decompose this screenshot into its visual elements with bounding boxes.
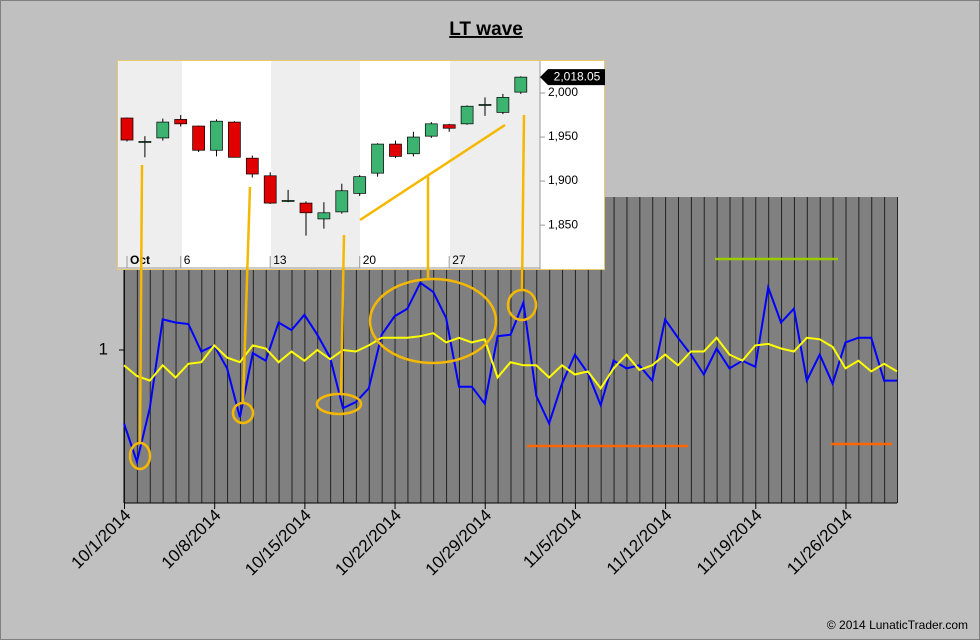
annotation-ellipse: [128, 441, 152, 471]
credit: © 2014 LunaticTrader.com: [827, 618, 968, 632]
candle-body: [156, 121, 170, 139]
series-line: [123, 281, 897, 466]
candle-body: [138, 141, 152, 143]
price-tick-label: 1,950: [548, 129, 578, 143]
week-shade: [450, 61, 540, 269]
price-tick-label: 1,900: [548, 173, 578, 187]
annotation-ellipse: [368, 277, 498, 365]
trend-line: [359, 123, 506, 222]
candle-body: [442, 124, 456, 129]
annotation-line: [241, 186, 252, 404]
annotation-ellipse: [506, 288, 538, 322]
chart-title: LT wave: [449, 19, 523, 40]
candle-body: [228, 121, 241, 158]
time-tick-label: 27: [452, 253, 466, 267]
price-tick-label: 1,850: [548, 217, 578, 231]
candle-body: [299, 202, 313, 214]
candle-body: [353, 176, 367, 194]
inset-chart: 1,850 1,900 1,950 2,000 Oct 6 13 20 27 2,018.05: [117, 60, 605, 270]
candle-body: [245, 157, 259, 175]
last-price-tag: [540, 69, 605, 86]
annotation-line: [138, 164, 144, 445]
candle-body: [317, 212, 331, 220]
time-tick-label: 13: [273, 253, 287, 267]
price-tick-label: 2,000: [548, 85, 578, 99]
series-line: [123, 332, 898, 391]
candle-body: [424, 123, 438, 137]
week-shade: [118, 61, 182, 269]
week-shade: [271, 61, 360, 269]
time-tick-label: Oct: [130, 253, 150, 267]
candle-body: [371, 143, 384, 174]
annotation-ellipse: [315, 392, 363, 416]
candle-body: [263, 175, 277, 204]
candle-body: [192, 125, 205, 151]
candle-body: [210, 120, 223, 151]
candle-body: [335, 190, 349, 213]
annotation-line: [339, 234, 346, 395]
candle-body: [478, 104, 492, 106]
candle-body: [174, 119, 188, 125]
y-tick-label: 1: [99, 339, 108, 358]
annotation-ellipse: [231, 401, 255, 425]
time-tick-label: 6: [184, 253, 191, 267]
annotations: [128, 114, 892, 471]
candle-body: [389, 143, 402, 157]
annotation-line: [520, 114, 526, 291]
last-price-label: 2,018.05: [554, 69, 601, 83]
candle-body: [496, 97, 510, 113]
candle-body: [460, 105, 474, 125]
candle-body: [120, 117, 134, 141]
candle-body: [281, 200, 295, 202]
candle-body: [407, 136, 420, 155]
candle-body: [514, 76, 528, 93]
time-tick-label: 20: [363, 253, 377, 267]
